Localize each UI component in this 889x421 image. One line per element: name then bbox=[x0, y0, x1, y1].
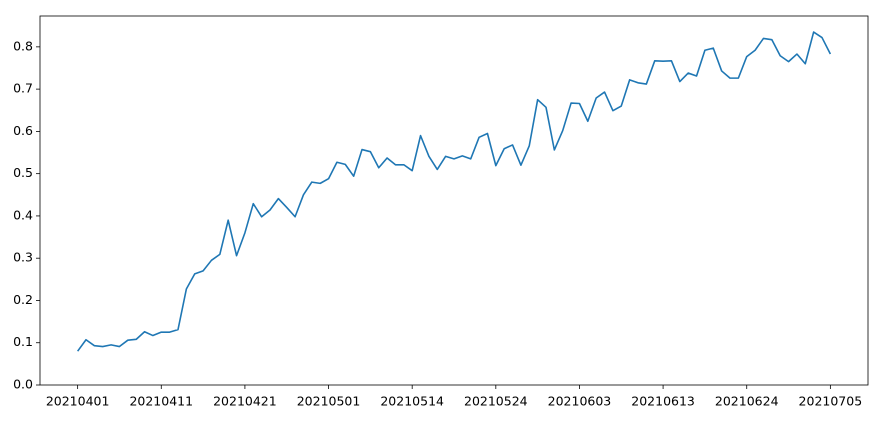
x-tick-label: 20210705 bbox=[799, 394, 863, 409]
data-line bbox=[76, 31, 832, 352]
y-tick-label: 0.1 bbox=[13, 334, 33, 349]
plot-frame bbox=[39, 15, 869, 386]
y-tick-label: 0.4 bbox=[13, 207, 33, 222]
x-tick-label: 20210501 bbox=[297, 394, 361, 409]
x-tick-label: 20210624 bbox=[715, 394, 779, 409]
x-tick-label: 20210411 bbox=[129, 394, 193, 409]
x-tick-label: 20210514 bbox=[380, 394, 444, 409]
y-tick-label: 0.6 bbox=[13, 123, 33, 138]
x-tick-label: 20210613 bbox=[631, 394, 695, 409]
y-tick-label: 0.2 bbox=[13, 292, 33, 307]
x-tick-label: 20210603 bbox=[548, 394, 612, 409]
x-tick-label: 20210421 bbox=[213, 394, 277, 409]
y-tick-label: 0.0 bbox=[13, 377, 33, 392]
y-tick-label: 0.8 bbox=[13, 38, 33, 53]
x-tick-label: 20210524 bbox=[464, 394, 528, 409]
y-tick-label: 0.7 bbox=[13, 81, 33, 96]
x-tick-label: 20210401 bbox=[46, 394, 110, 409]
y-tick-label: 0.5 bbox=[13, 165, 33, 180]
y-tick-label: 0.3 bbox=[13, 250, 33, 265]
